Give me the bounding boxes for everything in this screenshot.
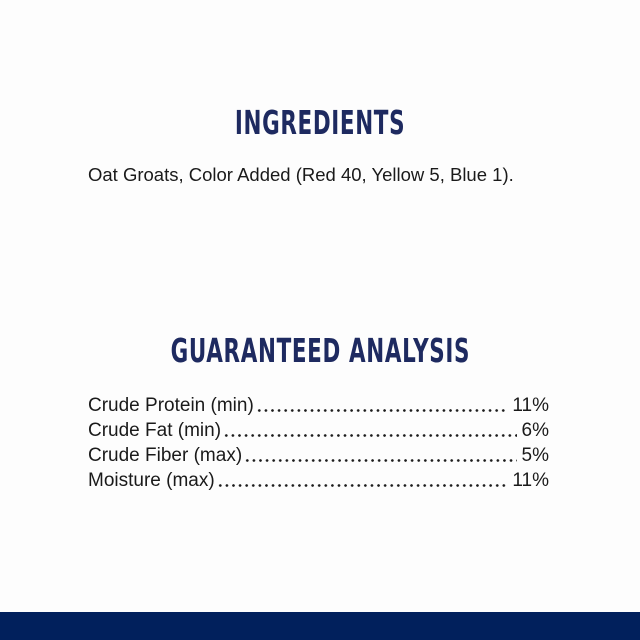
analysis-row-value: 5% [521, 445, 549, 466]
analysis-row-moisture: Moisture (max) 11% [88, 467, 549, 492]
ingredients-heading-text: INGREDIENTS [234, 103, 406, 142]
analysis-row-label: Crude Protein (min) [88, 395, 254, 416]
analysis-row-label: Crude Fiber (max) [88, 445, 243, 466]
analysis-row-crude-fat: Crude Fat (min) 6% [88, 417, 549, 442]
ingredients-text: Oat Groats, Color Added (Red 40, Yellow … [88, 164, 514, 185]
dot-leader [244, 459, 517, 462]
guaranteed-analysis-heading: GUARANTEED ANALYSIS [0, 334, 640, 367]
analysis-row-label: Moisture (max) [88, 470, 215, 491]
analysis-row-label: Crude Fat (min) [88, 420, 222, 441]
bottom-band [0, 612, 640, 640]
dot-leader [216, 484, 508, 487]
guaranteed-analysis-table: Crude Protein (min) 11% Crude Fat (min) … [88, 392, 549, 492]
dot-leader [255, 409, 508, 412]
ingredients-heading: INGREDIENTS [0, 106, 640, 139]
dot-leader [223, 434, 517, 437]
analysis-row-crude-fiber: Crude Fiber (max) 5% [88, 442, 549, 467]
analysis-row-value: 11% [512, 470, 549, 491]
analysis-row-crude-protein: Crude Protein (min) 11% [88, 392, 549, 417]
guaranteed-analysis-heading-text: GUARANTEED ANALYSIS [170, 331, 470, 370]
analysis-row-value: 6% [521, 420, 549, 441]
analysis-row-value: 11% [512, 395, 549, 416]
